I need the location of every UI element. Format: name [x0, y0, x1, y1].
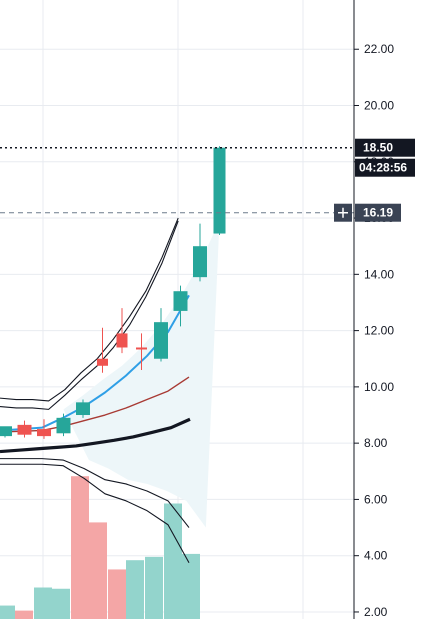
lower-inner-band: [0, 458, 190, 528]
tick-label: 4.00: [364, 549, 388, 563]
candle[interactable]: [37, 419, 51, 439]
candle-body: [56, 417, 71, 434]
crosshair-tag[interactable]: 16.19: [334, 203, 401, 222]
volume-bar: [164, 503, 182, 619]
tick-label: 6.00: [364, 492, 388, 506]
last-price-tag: 18.50 04:28:56: [355, 138, 415, 177]
candle-body: [136, 347, 147, 350]
candles[interactable]: [0, 146, 226, 439]
price-overlays: [0, 146, 354, 214]
volume-bar: [15, 610, 33, 619]
volume-bar: [52, 588, 70, 619]
candle[interactable]: [213, 146, 226, 235]
upper-outer-band: [0, 217, 179, 402]
tick-label: 22.00: [364, 42, 394, 56]
tick-label: 2.00: [364, 605, 388, 619]
candle[interactable]: [97, 327, 108, 373]
countdown-bg: [355, 158, 415, 177]
volume-bar: [182, 553, 200, 619]
last-price-bg: [355, 138, 415, 157]
candle[interactable]: [76, 399, 90, 418]
volume-bar: [34, 587, 52, 619]
candle-body: [173, 291, 188, 311]
candle-body: [76, 402, 90, 416]
tick-label: 20.00: [364, 99, 394, 113]
candle[interactable]: [173, 285, 188, 327]
volume-bars: [0, 476, 200, 619]
volume-bar: [126, 560, 144, 619]
last-price-label: 18.50: [363, 141, 393, 155]
volume-bar: [108, 569, 126, 619]
candle-body: [213, 147, 226, 234]
candle-body: [17, 424, 32, 435]
candle[interactable]: [56, 413, 71, 437]
lower-outer-band: [0, 463, 190, 563]
countdown-label: 04:28:56: [359, 161, 407, 175]
price-axis[interactable]: 22.0020.0018.0016.0014.0012.0010.008.006…: [334, 0, 415, 619]
candle-body: [97, 358, 108, 366]
upper-inner-band: [0, 220, 179, 410]
candle[interactable]: [116, 308, 128, 354]
tick-label: 14.00: [364, 267, 394, 281]
tick-label: 8.00: [364, 436, 388, 450]
candle[interactable]: [154, 308, 168, 362]
crosshair-price-label: 16.19: [363, 206, 393, 220]
tick-label: 10.00: [364, 380, 394, 394]
black-line: [0, 417, 191, 454]
candle[interactable]: [17, 420, 32, 438]
tick-label: 12.00: [364, 324, 394, 338]
candle[interactable]: [0, 426, 12, 438]
candle-body: [116, 333, 128, 348]
volume-bar: [71, 476, 89, 619]
candle-body: [154, 322, 168, 359]
candle[interactable]: [136, 333, 147, 370]
candle-body: [37, 429, 51, 437]
candle-body: [0, 426, 12, 437]
volume-bar: [145, 556, 163, 619]
crosshair-price-bg: [355, 203, 401, 222]
candle[interactable]: [193, 223, 207, 282]
volume-bar: [0, 605, 15, 619]
plus-icon[interactable]: [338, 207, 348, 218]
volume-bar: [89, 522, 107, 619]
candle-body: [193, 246, 207, 278]
